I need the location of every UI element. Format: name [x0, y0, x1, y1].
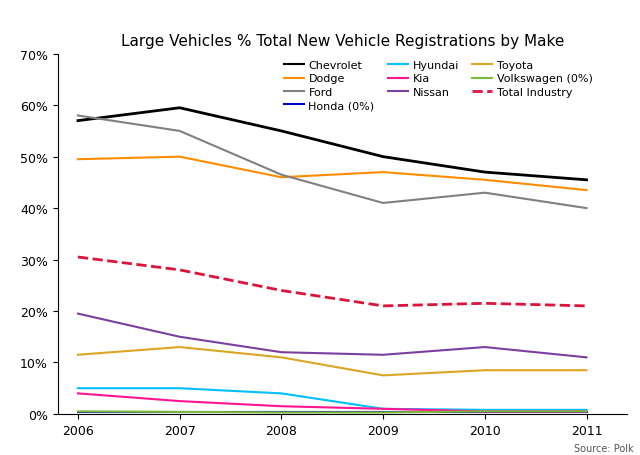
Line: Kia: Kia [78, 394, 586, 411]
Nissan [481, 344, 488, 350]
Toyota [278, 355, 285, 360]
Nissan [176, 334, 184, 340]
Toyota [582, 368, 590, 373]
Total Industry [380, 303, 387, 309]
Line: Hyundai: Hyundai [78, 389, 586, 410]
Toyota [481, 368, 488, 373]
Hyundai [380, 406, 387, 412]
Dodge [278, 175, 285, 181]
Hyundai [481, 407, 488, 413]
Hyundai [582, 407, 590, 413]
Nissan [278, 350, 285, 355]
Chevrolet [74, 119, 82, 124]
Line: Volkswagen (0%): Volkswagen (0%) [78, 411, 586, 413]
Dodge [74, 157, 82, 162]
Total Industry [582, 303, 590, 309]
Hyundai [74, 386, 82, 391]
Nissan [582, 355, 590, 360]
Honda (0%) [582, 410, 590, 415]
Volkswagen (0%) [582, 409, 590, 414]
Kia [74, 391, 82, 396]
Line: Dodge: Dodge [78, 157, 586, 191]
Honda (0%) [278, 410, 285, 415]
Legend: Chevrolet, Dodge, Ford, Honda (0%), Hyundai, Kia, Nissan, Toyota, Volkswagen (0%: Chevrolet, Dodge, Ford, Honda (0%), Hyun… [280, 56, 597, 115]
Chevrolet [582, 177, 590, 183]
Chevrolet [481, 170, 488, 176]
Dodge [176, 155, 184, 160]
Ford [278, 172, 285, 178]
Chevrolet [380, 155, 387, 160]
Line: Nissan: Nissan [78, 314, 586, 358]
Ford [582, 206, 590, 212]
Nissan [74, 311, 82, 317]
Dodge [380, 170, 387, 176]
Ford [481, 191, 488, 196]
Line: Ford: Ford [78, 116, 586, 209]
Line: Chevrolet: Chevrolet [78, 109, 586, 180]
Hyundai [278, 391, 285, 396]
Volkswagen (0%) [278, 410, 285, 415]
Honda (0%) [481, 410, 488, 415]
Kia [380, 406, 387, 412]
Toyota [74, 352, 82, 358]
Nissan [380, 352, 387, 358]
Kia [278, 404, 285, 409]
Volkswagen (0%) [380, 410, 387, 415]
Toyota [176, 344, 184, 350]
Total Industry [278, 288, 285, 293]
Dodge [481, 177, 488, 183]
Dodge [582, 188, 590, 193]
Chevrolet [176, 106, 184, 111]
Hyundai [176, 386, 184, 391]
Line: Toyota: Toyota [78, 347, 586, 375]
Ford [380, 201, 387, 206]
Total Industry [74, 255, 82, 260]
Text: Source: Polk: Source: Polk [574, 443, 634, 453]
Honda (0%) [74, 410, 82, 415]
Chevrolet [278, 129, 285, 134]
Ford [176, 129, 184, 134]
Title: Large Vehicles % Total New Vehicle Registrations by Make: Large Vehicles % Total New Vehicle Regis… [121, 34, 564, 49]
Volkswagen (0%) [74, 409, 82, 414]
Kia [481, 409, 488, 414]
Total Industry [481, 301, 488, 306]
Kia [582, 409, 590, 414]
Toyota [380, 373, 387, 378]
Volkswagen (0%) [176, 409, 184, 415]
Honda (0%) [176, 410, 184, 415]
Ford [74, 113, 82, 119]
Total Industry [176, 268, 184, 273]
Line: Total Industry: Total Industry [78, 258, 586, 306]
Volkswagen (0%) [481, 409, 488, 414]
Honda (0%) [380, 410, 387, 415]
Kia [176, 399, 184, 404]
